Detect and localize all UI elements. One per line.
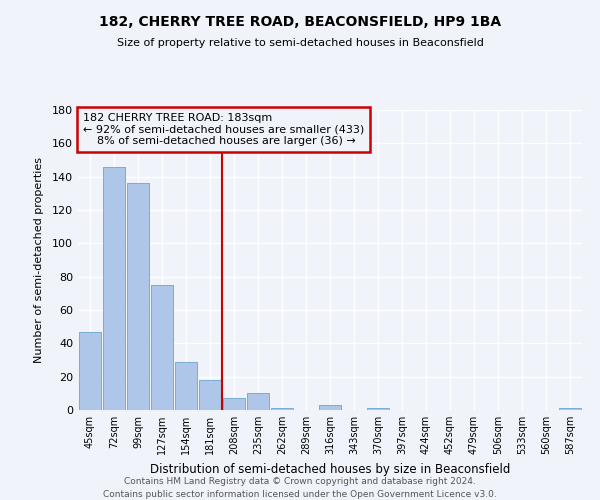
Bar — [223, 398, 245, 410]
Text: 182 CHERRY TREE ROAD: 183sqm
← 92% of semi-detached houses are smaller (433)
   : 182 CHERRY TREE ROAD: 183sqm ← 92% of se… — [83, 113, 364, 146]
Text: 182, CHERRY TREE ROAD, BEACONSFIELD, HP9 1BA: 182, CHERRY TREE ROAD, BEACONSFIELD, HP9… — [99, 15, 501, 29]
Bar — [103, 166, 125, 410]
Bar — [199, 380, 221, 410]
Bar — [319, 405, 341, 410]
Text: Size of property relative to semi-detached houses in Beaconsfield: Size of property relative to semi-detach… — [116, 38, 484, 48]
Text: Contains HM Land Registry data © Crown copyright and database right 2024.: Contains HM Land Registry data © Crown c… — [124, 478, 476, 486]
Bar — [271, 408, 293, 410]
Bar — [367, 408, 389, 410]
Bar — [175, 362, 197, 410]
Bar — [247, 394, 269, 410]
Y-axis label: Number of semi-detached properties: Number of semi-detached properties — [34, 157, 44, 363]
Text: Contains public sector information licensed under the Open Government Licence v3: Contains public sector information licen… — [103, 490, 497, 499]
Bar — [79, 332, 101, 410]
Bar — [559, 408, 581, 410]
Bar — [151, 285, 173, 410]
Bar — [127, 184, 149, 410]
X-axis label: Distribution of semi-detached houses by size in Beaconsfield: Distribution of semi-detached houses by … — [150, 462, 510, 475]
